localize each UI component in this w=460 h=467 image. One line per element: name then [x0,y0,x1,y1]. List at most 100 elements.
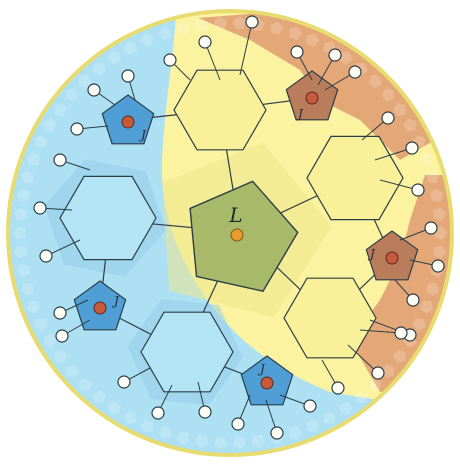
leaf-node [270,426,284,440]
leaf-node [117,375,131,389]
rim-cell [306,33,320,47]
leaf-node [348,65,362,79]
junction-label-3: J [367,247,376,261]
rim-cell [251,434,266,448]
yellow-hexagon [306,135,404,221]
rim-cell [34,318,48,332]
leaf-node [39,249,53,263]
leaf-node [121,69,135,83]
rim-cell [140,419,154,433]
rim-cell [433,207,447,221]
rim-cell [419,300,434,314]
rim-cell [194,434,209,448]
rim-cell [92,63,106,76]
rim-cell [434,226,447,240]
junction-dot [305,91,319,105]
rim-cell [176,21,190,35]
rim-cell [194,18,209,32]
rim-cell [34,134,48,148]
leaf-node [394,326,408,340]
rim-cell [368,75,382,89]
leaf-node [198,405,212,419]
rim-cell [381,88,395,102]
rim-cell [123,41,137,55]
blue-hexagon [59,175,157,261]
rim-cell [65,364,79,378]
leaf-node [331,381,345,395]
leaf-node [303,399,317,413]
boundary-texture [13,16,447,450]
rim-cell [20,283,35,296]
leaf-stem [359,329,402,334]
leaf-node [33,201,47,215]
leaf-node [151,406,165,420]
rim-cell [403,118,417,132]
rim-cell [107,401,121,415]
tiles [59,69,419,406]
leaf-node [371,366,385,380]
rim-cell [392,102,406,117]
rim-cell [54,102,68,117]
junction-dot [385,251,399,265]
rim-cell [13,226,26,240]
junction-dot [260,376,274,390]
rim-cell [78,377,92,391]
rim-cell [65,88,79,102]
rim-cell [392,349,406,364]
rim-cell [323,411,337,425]
rim-cell [425,283,440,296]
leaf-node [53,153,67,167]
rim-cell [158,426,171,440]
junction-dot [121,115,135,129]
leaf-node [55,329,69,343]
leaf-stem [239,21,253,76]
leaf-stem [204,41,221,81]
junction-dot [93,301,107,315]
leaf-node [424,221,438,235]
rim-cell [339,51,353,65]
rim-cell [213,436,228,450]
leaf-node [231,417,245,431]
center-pentagon [189,180,299,292]
junction-label-5: J [257,362,266,376]
leaf-node [411,183,425,197]
leaf-nodes [33,15,445,440]
leaf-node [198,35,212,49]
leaf-node [405,141,419,155]
rim-cell [430,188,444,202]
rim-cell [354,390,368,403]
rim-cell [26,152,41,166]
leaf-node [87,83,101,97]
rim-cell [213,16,228,30]
junction-label-1: J [138,128,147,142]
leaf-node [406,293,420,307]
center-dot [230,228,244,242]
rim-cell [425,170,440,183]
rim-cell [339,401,353,415]
rim-cell [433,245,447,259]
blue-hexagon [140,311,234,393]
rim-cell [270,21,284,35]
leaf-stem [347,344,379,374]
rim-cell [16,264,30,278]
rim-cell [123,411,137,425]
leaf-node [70,122,84,136]
rim-cell [107,51,121,65]
rim-cell [232,436,247,450]
rim-cell [16,188,30,202]
yellow-hexagon [283,277,377,359]
center-label: L [228,203,242,227]
leaf-node [163,53,177,67]
rim-cell [92,390,106,403]
rim-cell [368,377,382,391]
leaf-node [245,15,259,29]
leaf-node [290,45,304,59]
rim-cell [43,118,57,132]
rim-cell [78,75,92,89]
rim-cell [412,318,426,332]
rim-cell [54,349,68,364]
leaf-node [328,48,342,62]
rim-cell [13,207,27,221]
rim-cell [43,334,57,348]
